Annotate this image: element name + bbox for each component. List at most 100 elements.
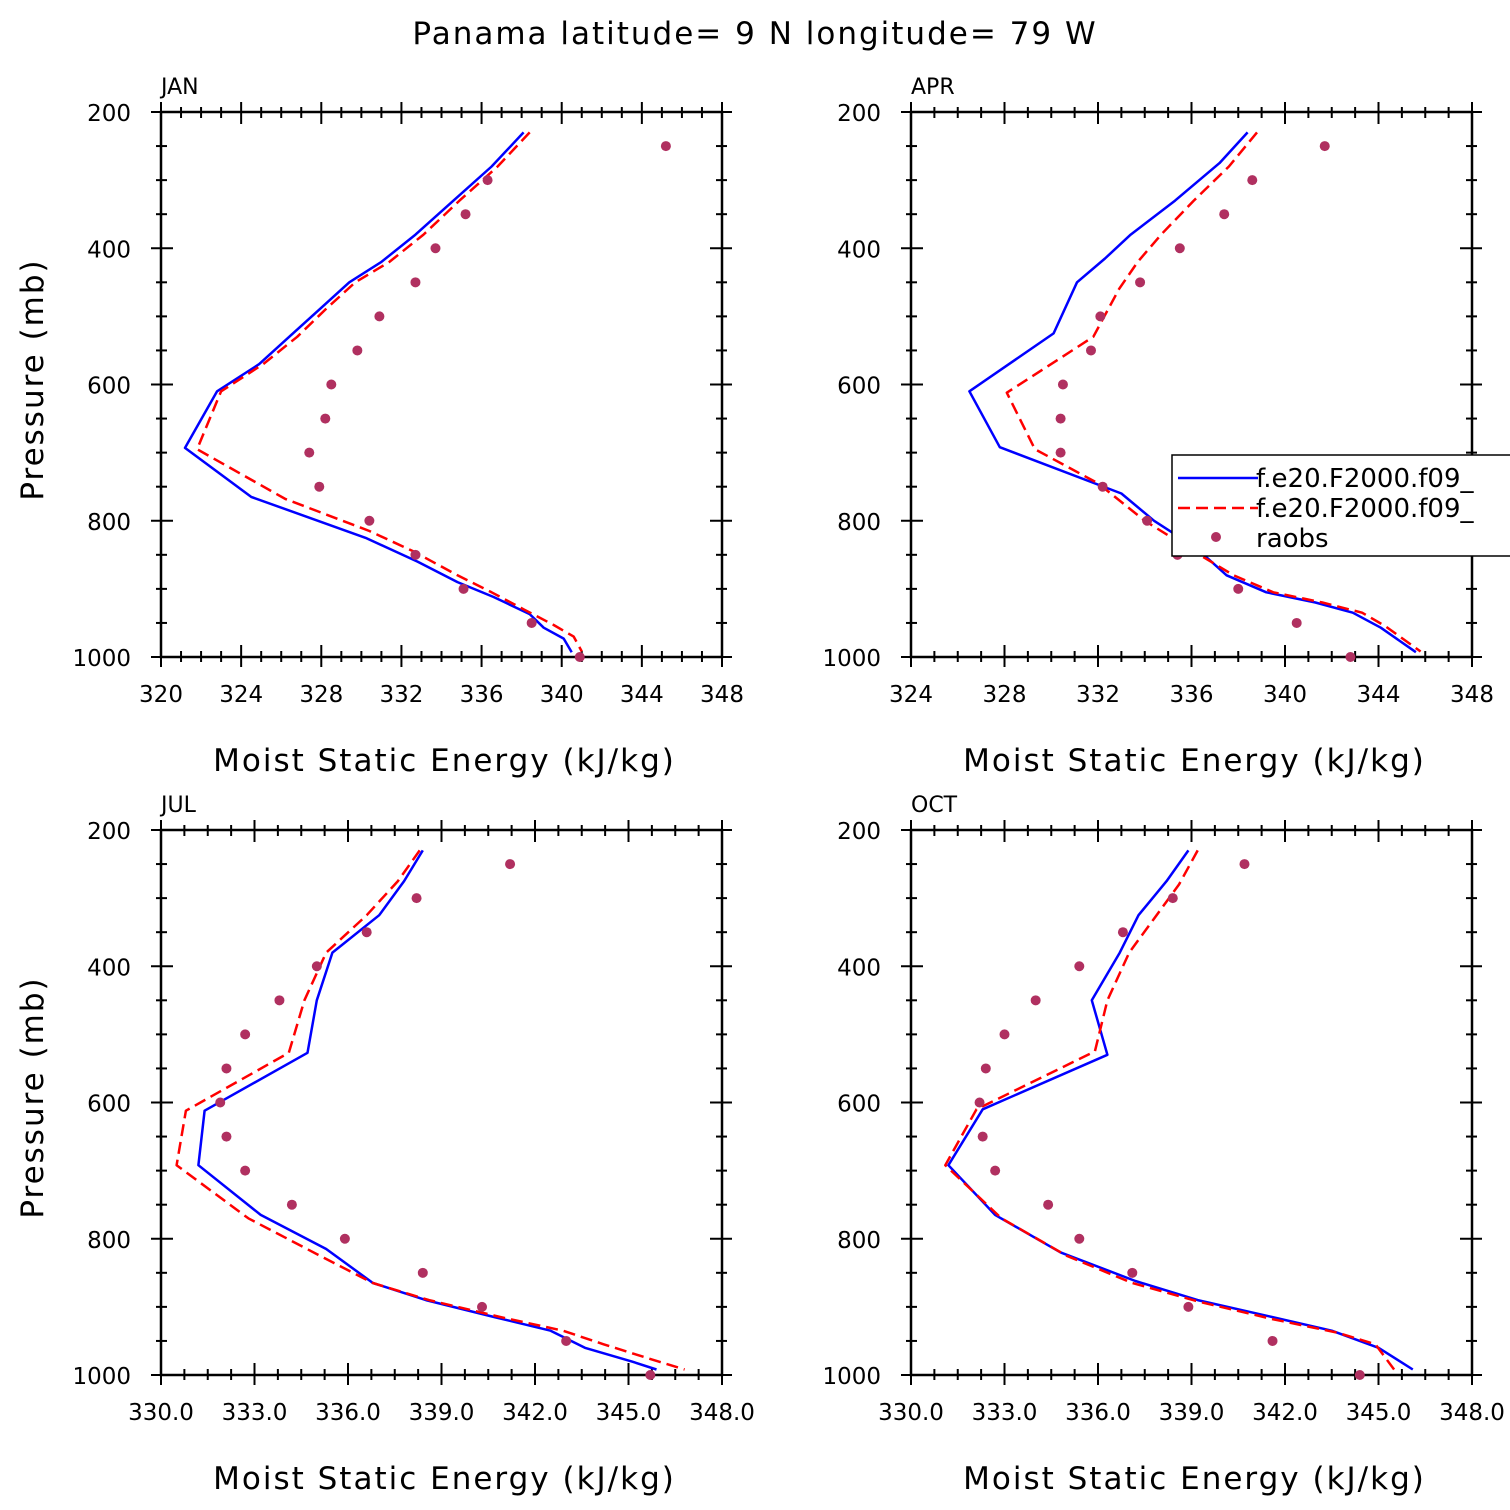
raobs-point bbox=[1183, 1301, 1194, 1312]
y-tick-label: 600 bbox=[837, 374, 881, 400]
legend: f.e20.F2000.f09_f.e20.F2000.f09_raobs bbox=[1171, 454, 1510, 557]
y-tick-label: 1000 bbox=[72, 646, 131, 672]
raobs-point bbox=[221, 1131, 232, 1142]
y-tick-label: 800 bbox=[837, 510, 881, 536]
raobs-point bbox=[311, 961, 322, 972]
series-group bbox=[175, 849, 685, 1371]
raobs-point bbox=[977, 1131, 988, 1142]
x-tick-label: 328 bbox=[983, 682, 1027, 708]
panel-apr: APR 324 328 332 336 340 344 348 200 400 600 800 1000… bbox=[822, 75, 1494, 779]
y-tick-label: 200 bbox=[87, 819, 131, 845]
panel-label: OCT bbox=[911, 793, 958, 818]
y-axis-title: Pressure (mb) bbox=[15, 258, 51, 500]
plot-frame bbox=[909, 110, 1474, 659]
y-tick-label: 1000 bbox=[822, 646, 881, 672]
y-tick-label: 800 bbox=[87, 1228, 131, 1254]
y-tick-label: 400 bbox=[837, 955, 881, 981]
raobs-point bbox=[1345, 652, 1356, 662]
x-tick-label: 340 bbox=[540, 682, 584, 708]
model-line-solid bbox=[183, 131, 573, 653]
y-tick-label: 1000 bbox=[822, 1364, 881, 1390]
y-axis-title: Pressure (mb) bbox=[15, 976, 51, 1218]
raobs-point bbox=[1097, 481, 1108, 492]
raobs-point bbox=[526, 617, 537, 628]
x-tick-label: 332 bbox=[1076, 682, 1120, 708]
model-line-solid bbox=[968, 131, 1417, 654]
panel-label: JAN bbox=[159, 75, 199, 100]
y-tick-label: 200 bbox=[837, 101, 881, 127]
raobs-point bbox=[1247, 175, 1258, 186]
legend-box bbox=[1171, 454, 1510, 557]
raobs-point bbox=[1239, 859, 1250, 870]
raobs-point bbox=[1074, 1233, 1085, 1244]
raobs-point bbox=[1085, 345, 1096, 356]
x-tick-label: 345.0 bbox=[596, 1400, 662, 1426]
x-tick-label: 348 bbox=[700, 682, 744, 708]
panel-label: APR bbox=[911, 75, 955, 100]
raobs-point bbox=[574, 652, 585, 662]
panel-jan: JAN 320 324 328 332 336 340 344 348 200 400 600 800 1… bbox=[15, 75, 744, 779]
raobs-point bbox=[221, 1063, 232, 1074]
x-tick-label: 328 bbox=[299, 682, 343, 708]
x-tick-label: 339.0 bbox=[409, 1400, 475, 1426]
raobs-point bbox=[411, 893, 422, 904]
raobs-point bbox=[304, 447, 315, 458]
model-line-dashed bbox=[195, 131, 583, 653]
raobs-point bbox=[974, 1097, 985, 1108]
raobs-point bbox=[314, 481, 325, 492]
raobs-point bbox=[1319, 141, 1330, 152]
legend-label: f.e20.F2000.f09_ bbox=[1256, 494, 1474, 524]
legend-label: raobs bbox=[1256, 524, 1329, 554]
raobs-point bbox=[1117, 927, 1128, 938]
raobs-point bbox=[430, 243, 441, 254]
raobs-point bbox=[477, 1301, 488, 1312]
raobs-point bbox=[410, 277, 421, 288]
x-tick-label: 340 bbox=[1263, 682, 1307, 708]
series-group bbox=[183, 131, 583, 653]
raobs-point bbox=[460, 209, 471, 220]
x-tick-label: 324 bbox=[889, 682, 933, 708]
raobs-point bbox=[505, 859, 516, 870]
x-tick-label: 330.0 bbox=[128, 1400, 194, 1426]
raobs-point bbox=[374, 311, 385, 322]
x-tick-label: 339.0 bbox=[1159, 1400, 1225, 1426]
y-tick-label: 800 bbox=[837, 1228, 881, 1254]
y-tick-label: 400 bbox=[837, 237, 881, 263]
x-tick-label: 344 bbox=[1357, 682, 1401, 708]
panel-oct: OCT 330.0 333.0 336.0 339.0 342.0 345.0 348.0 20… bbox=[822, 793, 1504, 1497]
model-line-dashed bbox=[1005, 131, 1422, 653]
y-tick-label: 600 bbox=[87, 374, 131, 400]
panels: JAN 320 324 328 332 336 340 344 348 200 400 600 800 1… bbox=[15, 75, 1505, 1497]
raobs-point bbox=[1267, 1335, 1278, 1346]
raobs-point bbox=[1055, 413, 1066, 424]
raobs-point bbox=[240, 1029, 251, 1040]
x-axis-title: Moist Static Energy (kJ/kg) bbox=[213, 1461, 676, 1497]
raobs-point bbox=[990, 1165, 1001, 1176]
raobs-point bbox=[1174, 243, 1185, 254]
x-tick-label: 324 bbox=[219, 682, 263, 708]
raobs-point bbox=[1291, 617, 1302, 628]
x-tick-label: 333.0 bbox=[222, 1400, 288, 1426]
raobs-point bbox=[1142, 515, 1153, 526]
raobs-point bbox=[274, 995, 285, 1006]
raobs-point bbox=[410, 549, 421, 560]
x-tick-label: 336 bbox=[1170, 682, 1214, 708]
x-tick-label: 336.0 bbox=[315, 1400, 381, 1426]
x-axis-title: Moist Static Energy (kJ/kg) bbox=[213, 743, 676, 779]
x-tick-label: 342.0 bbox=[502, 1400, 568, 1426]
raobs-point bbox=[999, 1029, 1010, 1040]
raobs-point bbox=[1055, 447, 1066, 458]
raobs-point bbox=[645, 1370, 656, 1380]
series-group bbox=[968, 131, 1422, 654]
x-tick-label: 345.0 bbox=[1346, 1400, 1412, 1426]
figure-title: Panama latitude= 9 N longitude= 79 W bbox=[412, 16, 1097, 52]
raobs-point bbox=[1095, 311, 1106, 322]
raobs-point bbox=[1233, 583, 1244, 594]
x-tick-label: 348.0 bbox=[689, 1400, 755, 1426]
raobs-point bbox=[240, 1165, 251, 1176]
panel-label: JUL bbox=[159, 793, 197, 818]
y-tick-label: 400 bbox=[87, 237, 131, 263]
y-tick-label: 600 bbox=[87, 1092, 131, 1118]
x-tick-label: 320 bbox=[139, 682, 183, 708]
